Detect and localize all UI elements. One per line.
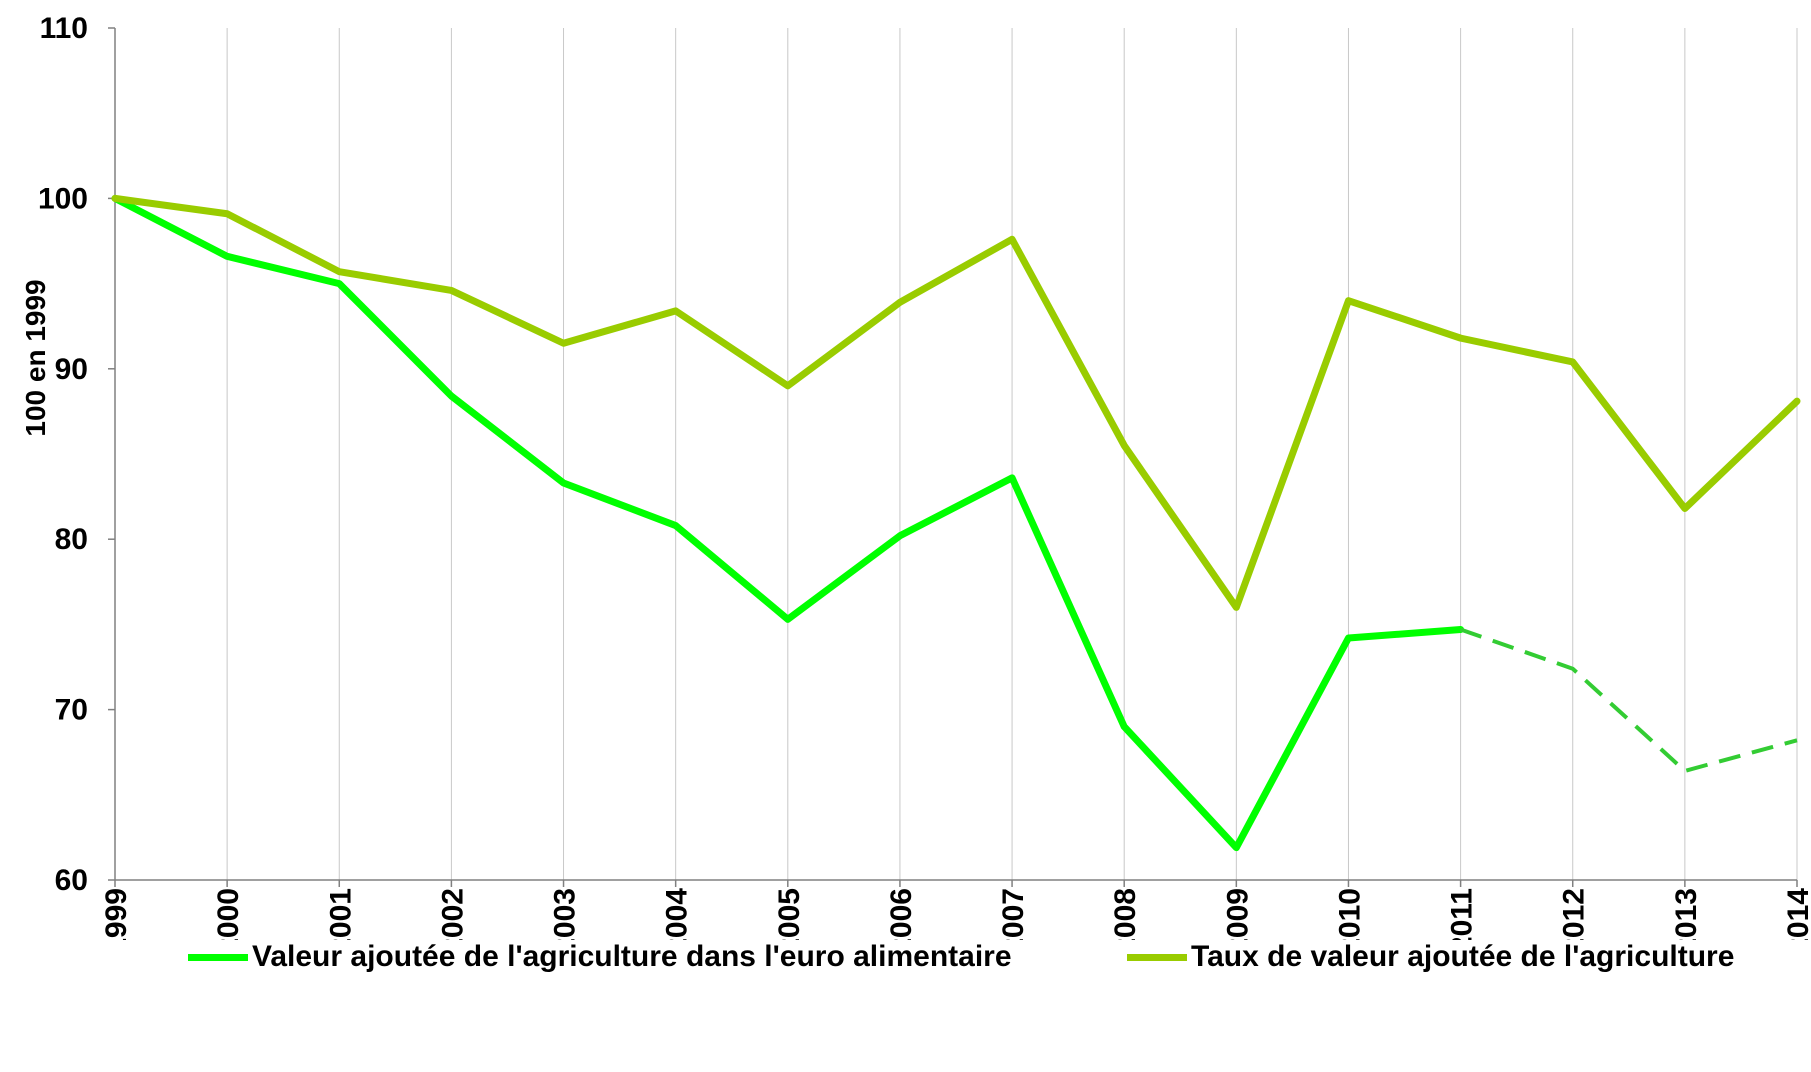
x-tick-label: 2001 bbox=[324, 888, 357, 940]
x-tick-label: 2000 bbox=[212, 888, 245, 940]
x-tick-label: 2002 bbox=[436, 888, 469, 940]
series-2-point-2005 bbox=[786, 384, 790, 388]
x-tick-label: 2013 bbox=[1670, 888, 1703, 940]
x-tick-label: 2008 bbox=[1109, 888, 1142, 940]
legend: Valeur ajoutée de l'agriculture dans l'e… bbox=[0, 940, 1811, 990]
legend-item-series-1: Valeur ajoutée de l'agriculture dans l'e… bbox=[188, 940, 1012, 974]
x-tick-label: 2009 bbox=[1221, 888, 1254, 940]
series-2-point-1999 bbox=[113, 196, 117, 200]
axes bbox=[114, 28, 1797, 881]
x-axis-ticks: 1999 2000 2001 2002 2003 2004 2005 2006 2007 2008… bbox=[100, 880, 1811, 940]
series-1-point-2013 bbox=[1683, 769, 1687, 773]
x-tick-label: 2014 bbox=[1782, 888, 1811, 940]
series-1-point-2014 bbox=[1795, 738, 1799, 742]
series-line-1-dashed bbox=[1459, 627, 1798, 773]
legend-swatch-series-1 bbox=[188, 953, 248, 961]
x-tick-label: 2007 bbox=[997, 888, 1030, 940]
series-2-point-2011 bbox=[1459, 336, 1463, 340]
series-2-point-2002 bbox=[449, 288, 453, 292]
series-line-1 bbox=[111, 194, 1465, 852]
x-tick-label: 2005 bbox=[773, 888, 806, 940]
series-2-point-2004 bbox=[674, 309, 678, 313]
y-tick-label: 90 bbox=[55, 353, 88, 386]
series-2-point-2007 bbox=[1010, 237, 1014, 241]
series-1-point-2007 bbox=[1010, 476, 1014, 480]
series-2-point-2006 bbox=[898, 300, 902, 304]
series-1-point-2011 bbox=[1459, 628, 1463, 632]
x-tick-label: 1999 bbox=[100, 888, 133, 940]
series-1-point-2003 bbox=[562, 481, 566, 485]
y-axis-label: 100 en 1999 bbox=[20, 279, 51, 436]
series-2-point-2003 bbox=[562, 341, 566, 345]
series-2-point-2013 bbox=[1683, 507, 1687, 511]
y-tick-label: 110 bbox=[40, 12, 88, 45]
series-1-point-2010 bbox=[1346, 636, 1350, 640]
series-2-point-2010 bbox=[1346, 299, 1350, 303]
legend-label-series-1: Valeur ajoutée de l'agriculture dans l'e… bbox=[252, 940, 1012, 973]
series-line-2 bbox=[111, 194, 1801, 611]
legend-swatch-series-2 bbox=[1127, 953, 1187, 961]
x-tick-label: 2011 bbox=[1446, 888, 1479, 940]
series-1-point-2002 bbox=[449, 394, 453, 398]
series-1-point-2012 bbox=[1571, 667, 1575, 671]
series-1-point-2005 bbox=[786, 617, 790, 621]
series-lines bbox=[111, 194, 1801, 852]
x-tick-label: 2012 bbox=[1558, 888, 1591, 940]
y-tick-label: 100 bbox=[38, 182, 88, 215]
legend-item-series-2: Taux de valeur ajoutée de l'agriculture bbox=[1127, 940, 1734, 974]
series-1-point-2004 bbox=[674, 524, 678, 528]
y-tick-label: 70 bbox=[55, 694, 88, 727]
x-tick-label: 2003 bbox=[549, 888, 582, 940]
x-tick-label: 2004 bbox=[661, 888, 694, 940]
legend-label-series-2: Taux de valeur ajoutée de l'agriculture bbox=[1191, 940, 1735, 973]
series-1-point-2006 bbox=[898, 534, 902, 538]
series-2-point-2012 bbox=[1571, 360, 1575, 364]
y-axis-ticks: 60 70 80 90 100 110 bbox=[38, 12, 115, 897]
y-tick-label: 80 bbox=[55, 523, 88, 556]
series-1-point-2000 bbox=[225, 254, 229, 258]
series-1-point-2009 bbox=[1234, 846, 1238, 850]
series-2-point-2000 bbox=[225, 212, 229, 216]
series-2-point-2014 bbox=[1795, 399, 1799, 403]
x-tick-label: 2006 bbox=[885, 888, 918, 940]
series-2-point-2001 bbox=[337, 270, 341, 274]
series-2-point-2008 bbox=[1122, 443, 1126, 447]
series-1-point-2001 bbox=[337, 282, 341, 286]
x-tick-label: 2010 bbox=[1333, 888, 1366, 940]
line-chart: 60 70 80 90 100 110 1999 2000 2001 2002 2003 2004 2… bbox=[20, 12, 1811, 940]
series-2-point-2009 bbox=[1234, 605, 1238, 609]
gridlines bbox=[226, 28, 1798, 880]
y-tick-label: 60 bbox=[55, 864, 88, 897]
series-1-point-2008 bbox=[1122, 725, 1126, 729]
